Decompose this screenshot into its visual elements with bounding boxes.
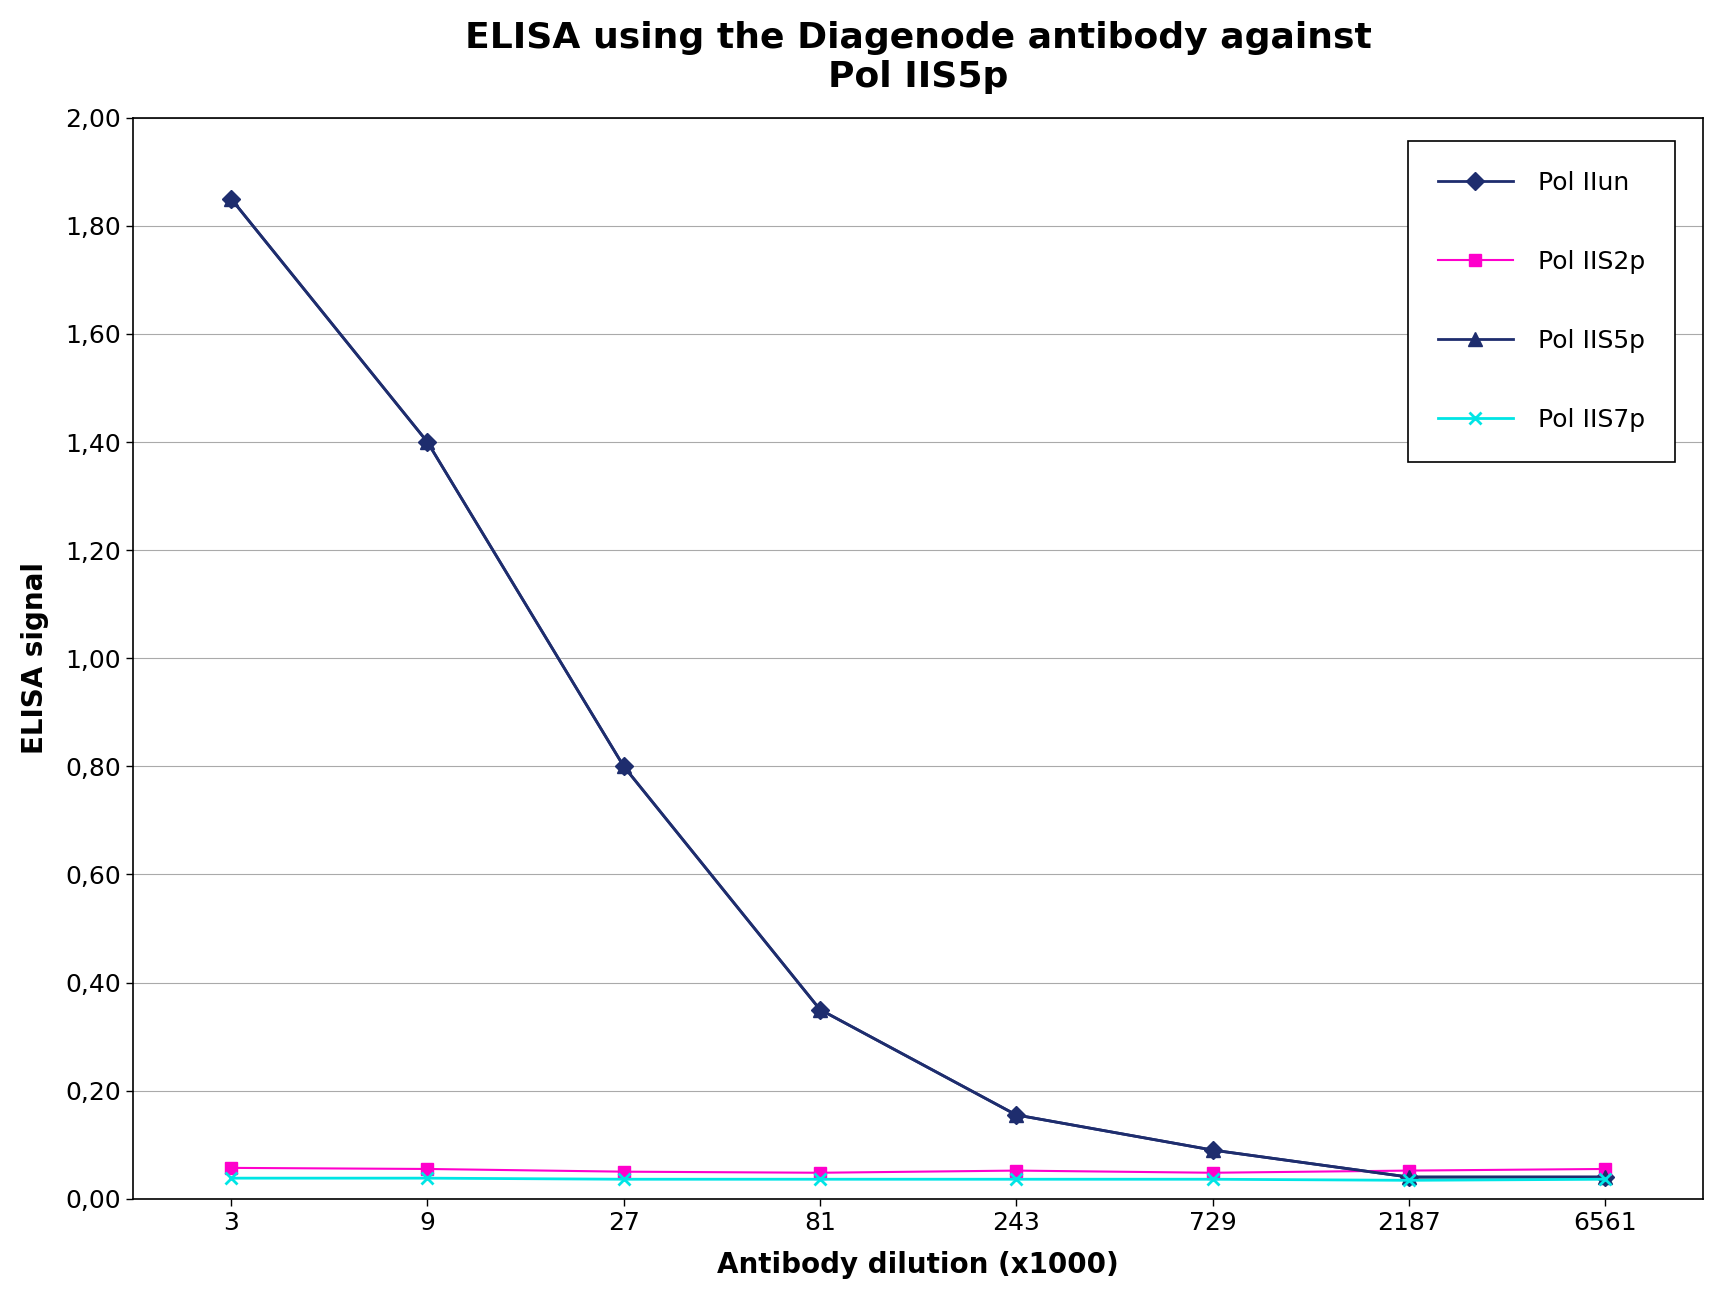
Pol IIun	[810, 1002, 830, 1018]
Y-axis label: ELISA signal: ELISA signal	[21, 562, 48, 754]
Pol IIS7p	[613, 1171, 634, 1187]
Pol IIS7p	[1397, 1173, 1418, 1188]
Pol IIS7p	[221, 1170, 241, 1186]
X-axis label: Antibody dilution (x1000): Antibody dilution (x1000)	[717, 1251, 1118, 1279]
Pol IIS2p	[810, 1165, 830, 1180]
Pol IIS5p	[417, 434, 438, 450]
Pol IIun	[221, 191, 241, 207]
Pol IIS7p	[417, 1170, 438, 1186]
Pol IIun	[1005, 1108, 1025, 1123]
Pol IIun	[1201, 1143, 1222, 1158]
Pol IIS2p	[613, 1164, 634, 1179]
Pol IIS5p	[221, 191, 241, 207]
Pol IIS5p	[810, 1002, 830, 1018]
Pol IIS7p	[1005, 1171, 1025, 1187]
Pol IIS2p	[417, 1161, 438, 1176]
Pol IIS7p	[1594, 1171, 1614, 1187]
Line: Pol IIS5p: Pol IIS5p	[224, 192, 1611, 1184]
Pol IIun	[1397, 1169, 1418, 1184]
Pol IIS2p	[1201, 1165, 1222, 1180]
Title: ELISA using the Diagenode antibody against
Pol IIS5p: ELISA using the Diagenode antibody again…	[465, 21, 1372, 94]
Pol IIun	[1594, 1169, 1614, 1184]
Pol IIun	[417, 434, 438, 450]
Line: Pol IIun: Pol IIun	[224, 192, 1611, 1183]
Pol IIS5p	[1594, 1169, 1614, 1184]
Pol IIS2p	[1397, 1162, 1418, 1178]
Line: Pol IIS7p: Pol IIS7p	[224, 1171, 1611, 1187]
Pol IIS5p	[1005, 1108, 1025, 1123]
Pol IIS2p	[1594, 1161, 1614, 1176]
Pol IIS7p	[810, 1171, 830, 1187]
Pol IIS2p	[221, 1160, 241, 1175]
Pol IIS7p	[1201, 1171, 1222, 1187]
Legend: Pol IIun, Pol IIS2p, Pol IIS5p, Pol IIS7p: Pol IIun, Pol IIS2p, Pol IIS5p, Pol IIS7…	[1408, 142, 1675, 462]
Pol IIS2p	[1005, 1162, 1025, 1178]
Line: Pol IIS2p: Pol IIS2p	[224, 1162, 1611, 1179]
Pol IIS5p	[1201, 1143, 1222, 1158]
Pol IIS5p	[613, 758, 634, 774]
Pol IIun	[613, 758, 634, 774]
Pol IIS5p	[1397, 1169, 1418, 1184]
